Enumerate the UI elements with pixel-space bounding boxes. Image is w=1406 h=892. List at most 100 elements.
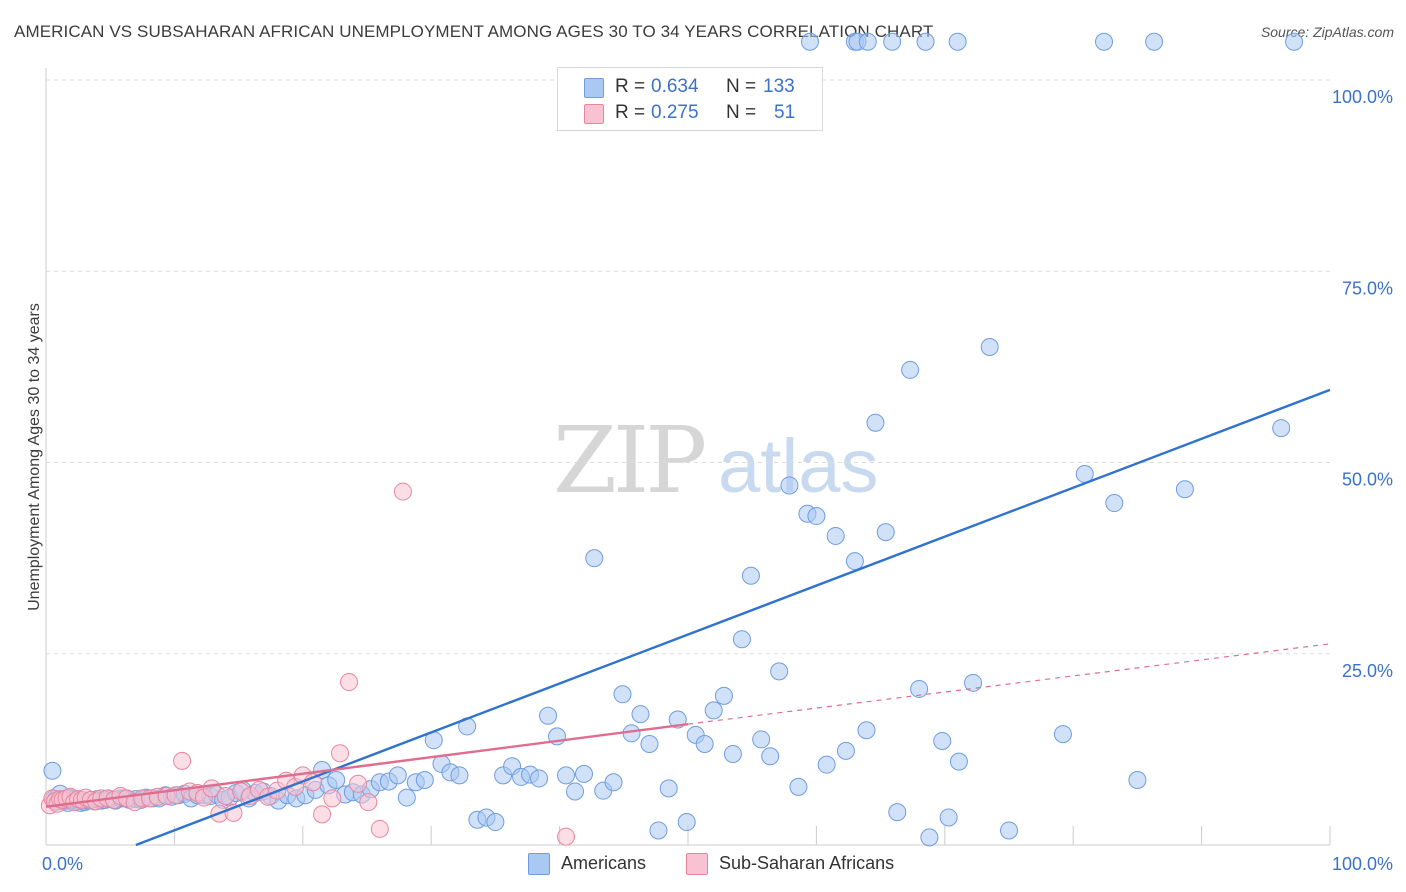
- subsaharan-point: [370, 819, 389, 838]
- americans-point: [566, 782, 585, 801]
- americans-point: [949, 752, 968, 771]
- americans-point: [1272, 419, 1291, 438]
- americans-point: [604, 773, 623, 792]
- legend-r-label: R =: [615, 76, 646, 97]
- legend-r-value-subsaharan: 0.275: [651, 102, 699, 123]
- americans-point: [530, 769, 549, 788]
- subsaharan-point: [340, 673, 359, 692]
- americans-point: [649, 821, 668, 840]
- watermark-atlas: atlas: [718, 424, 879, 509]
- legend-r-label: R =: [615, 102, 646, 123]
- legend-n-label: N =: [726, 102, 757, 123]
- americans-point: [1285, 32, 1304, 51]
- americans-point: [1095, 32, 1114, 51]
- americans-point: [585, 549, 604, 568]
- series-label-americans: Americans: [561, 853, 647, 873]
- americans-point: [741, 566, 760, 585]
- americans-point: [948, 32, 967, 51]
- americans-point: [486, 813, 505, 832]
- americans-point: [836, 741, 855, 760]
- americans-point: [415, 770, 434, 789]
- americans-point: [43, 761, 62, 780]
- americans-point: [327, 770, 346, 789]
- americans-point: [704, 701, 723, 720]
- x-tick-label: 0.0%: [42, 854, 83, 874]
- americans-point: [933, 731, 952, 750]
- americans-point: [388, 766, 407, 785]
- americans-point: [613, 685, 632, 704]
- subsaharan-point: [349, 774, 368, 793]
- americans-point: [845, 552, 864, 571]
- subsaharan-trend-line: [45, 722, 689, 808]
- americans-point: [876, 523, 895, 542]
- y-tick-label: 100.0%: [1332, 87, 1393, 107]
- americans-point: [714, 686, 733, 705]
- americans-point: [910, 679, 929, 698]
- legend-n-value-subsaharan: 51: [774, 102, 796, 123]
- legend-r-value-americans: 0.634: [651, 76, 699, 97]
- subsaharan-point: [323, 789, 342, 808]
- americans-point: [574, 764, 593, 783]
- americans-point: [1128, 770, 1147, 789]
- subsaharan-point: [216, 787, 235, 806]
- americans-point: [901, 360, 920, 379]
- subsaharan-point: [173, 751, 192, 770]
- americans-point: [677, 813, 696, 832]
- x-tick-label: 100.0%: [1332, 854, 1393, 874]
- americans-point: [807, 507, 826, 526]
- legend-n-value-americans: 133: [763, 76, 795, 97]
- subsaharan-point: [359, 793, 378, 812]
- legend-n-label: N =: [726, 76, 757, 97]
- americans-point: [695, 735, 714, 754]
- americans-point: [789, 777, 808, 796]
- subsaharan-point: [557, 827, 576, 846]
- americans-point: [557, 766, 576, 785]
- americans-point: [980, 337, 999, 356]
- americans-point: [1053, 725, 1072, 744]
- americans-point: [920, 828, 939, 847]
- americans-point: [888, 803, 907, 822]
- americans-point: [631, 705, 650, 724]
- americans-point: [826, 526, 845, 545]
- subsaharan-point: [313, 805, 332, 824]
- americans-point: [883, 32, 902, 51]
- americans-point: [866, 413, 885, 432]
- americans-point: [659, 779, 678, 798]
- americans-point: [964, 673, 983, 692]
- watermark-zip: ZIP: [553, 407, 704, 514]
- americans-point: [450, 766, 469, 785]
- americans-point: [939, 808, 958, 827]
- americans-point: [858, 32, 877, 51]
- subsaharan-trend-extension: [687, 643, 1331, 725]
- subsaharan-point: [393, 482, 412, 501]
- americans-point: [761, 747, 780, 766]
- y-tick-label: 75.0%: [1342, 278, 1393, 298]
- americans-point: [800, 32, 819, 51]
- series-swatch-americans: [528, 853, 550, 875]
- americans-point: [857, 721, 876, 740]
- americans-point: [1105, 494, 1124, 513]
- y-tick-label: 50.0%: [1342, 470, 1393, 490]
- y-tick-label: 25.0%: [1342, 661, 1393, 681]
- americans-point: [752, 730, 771, 749]
- americans-point: [817, 755, 836, 774]
- series-label-subsaharan: Sub-Saharan Africans: [719, 853, 895, 873]
- americans-point: [723, 744, 742, 763]
- americans-point: [640, 735, 659, 754]
- americans-point: [1000, 821, 1018, 840]
- legend-swatch-subsaharan: [584, 104, 604, 124]
- americans-point: [732, 630, 751, 649]
- americans-point: [770, 662, 789, 681]
- subsaharan-point: [331, 744, 350, 763]
- legend-swatch-americans: [584, 78, 604, 98]
- correlation-legend: R = 0.634 N = 133 R = 0.275 N = 51: [557, 67, 823, 131]
- chart-title: AMERICAN VS SUBSAHARAN AFRICAN UNEMPLOYM…: [14, 22, 934, 41]
- americans-point: [916, 32, 935, 51]
- americans-point: [1145, 32, 1164, 51]
- americans-point: [780, 476, 799, 495]
- americans-point: [397, 788, 416, 807]
- americans-point: [1175, 480, 1194, 499]
- americans-point: [539, 706, 558, 725]
- series-swatch-subsaharan: [686, 853, 708, 875]
